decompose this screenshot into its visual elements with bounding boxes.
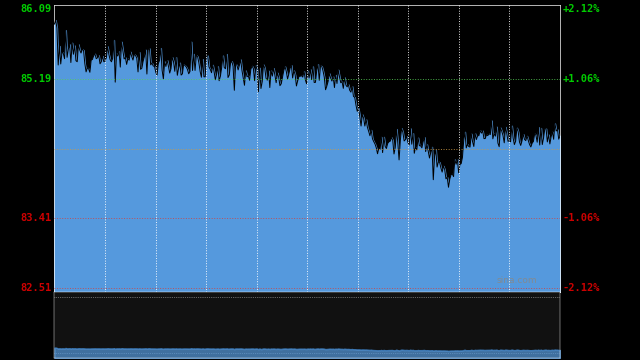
Bar (54, 287, 560, 292)
Bar (54, 260, 560, 266)
Text: -1.06%: -1.06% (563, 213, 600, 223)
Text: 83.41: 83.41 (20, 213, 52, 223)
Bar (54, 244, 560, 250)
Text: sina.com: sina.com (497, 276, 537, 285)
Text: +1.06%: +1.06% (563, 75, 600, 84)
Bar (54, 282, 560, 287)
Bar (54, 276, 560, 282)
Text: 82.51: 82.51 (20, 283, 52, 293)
Text: +2.12%: +2.12% (563, 4, 600, 14)
Bar (54, 271, 560, 276)
Bar (54, 229, 560, 234)
Bar (54, 250, 560, 255)
Bar (54, 287, 560, 289)
Bar (54, 289, 560, 292)
Bar (54, 218, 560, 223)
Bar (54, 234, 560, 239)
Bar (54, 239, 560, 244)
Bar (54, 266, 560, 271)
Text: -2.12%: -2.12% (563, 283, 600, 293)
Bar (54, 223, 560, 229)
Text: 85.19: 85.19 (20, 75, 52, 84)
Text: 86.09: 86.09 (20, 4, 52, 14)
Bar (54, 255, 560, 260)
